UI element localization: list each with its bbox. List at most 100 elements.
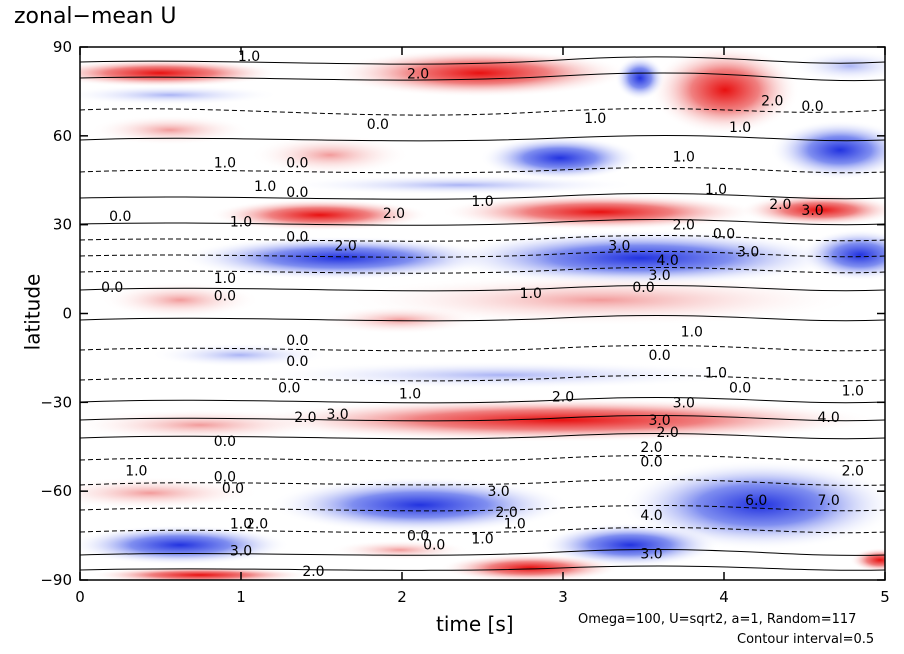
blob-red — [440, 194, 760, 230]
contour-label: 1.0 — [673, 150, 695, 166]
blob-blue — [250, 361, 750, 389]
contour-label: 1.0 — [729, 120, 751, 136]
contour-line — [80, 314, 885, 322]
y-tick-label: −30 — [40, 393, 72, 411]
y-tick-label: 0 — [62, 305, 72, 323]
contour-line — [80, 250, 885, 258]
contour-line — [80, 108, 885, 116]
contour-label: 0.0 — [286, 185, 308, 201]
blob-red — [440, 554, 620, 580]
contour-label: 0.0 — [109, 209, 131, 225]
contour-line — [80, 344, 885, 352]
contour-label: 0.0 — [101, 280, 123, 296]
contour-label: 2.0 — [761, 93, 783, 109]
blob-blue — [80, 85, 280, 105]
contour-line — [80, 218, 885, 226]
contour-label: 2.0 — [302, 564, 324, 580]
axes: 0 1 2 3 4 5 90 60 30 0 −30 −60 −90 — [40, 38, 889, 606]
y-tick-label: −90 — [40, 571, 72, 589]
x-tick-label: 3 — [558, 588, 568, 606]
blob-red — [100, 282, 260, 318]
contour-lines — [80, 56, 885, 571]
contour-label: 0.0 — [214, 434, 236, 450]
blob-blue — [615, 56, 665, 100]
contour-label: 3.0 — [230, 543, 252, 559]
y-tick-label: −60 — [40, 482, 72, 500]
y-tick-label: 30 — [53, 216, 72, 234]
contour-line — [80, 192, 885, 200]
contour-line — [80, 454, 885, 462]
contour-label: 0.0 — [423, 537, 445, 553]
contour-label: 1.0 — [230, 215, 252, 231]
contour-line — [80, 284, 885, 292]
contour-label: 2.0 — [842, 463, 864, 479]
x-tick-label: 0 — [75, 588, 85, 606]
contour-label: 0.0 — [286, 230, 308, 246]
blob-blue — [620, 460, 885, 550]
x-tick-label: 5 — [880, 588, 890, 606]
blob-red — [740, 194, 885, 226]
x-tick-label: 2 — [397, 588, 407, 606]
blob-red — [80, 409, 330, 441]
contour-label: 0.0 — [367, 117, 389, 133]
contour-label: 2.0 — [640, 440, 662, 456]
blob-blue — [80, 525, 290, 565]
contour-label: 0.0 — [632, 280, 654, 296]
contour-label: 0.0 — [278, 381, 300, 397]
blob-red — [80, 59, 280, 87]
contour-label: 3.0 — [648, 413, 670, 429]
blob-red — [90, 115, 250, 145]
contour-label: 1.0 — [842, 383, 864, 399]
contour-label: 3.0 — [801, 203, 823, 219]
contour-line — [80, 565, 885, 571]
contour-label: 2.0 — [407, 67, 429, 83]
contour-label: 2.0 — [246, 517, 268, 533]
contour-label: 3.0 — [487, 484, 509, 500]
blob-red — [330, 540, 470, 560]
contour-label: 1.0 — [214, 271, 236, 287]
contour-label: 7.0 — [818, 493, 840, 509]
x-tick-label: 4 — [719, 588, 729, 606]
blob-red — [320, 306, 480, 334]
contour-line — [80, 72, 885, 82]
contour-label: 0.0 — [648, 348, 670, 364]
contour-label: 4.0 — [657, 253, 679, 269]
contour-label: 0.0 — [286, 354, 308, 370]
contour-label: 3.0 — [648, 268, 670, 284]
blob-red — [240, 398, 880, 442]
contour-label: 3.0 — [608, 238, 630, 254]
y-tick-label: 60 — [53, 127, 72, 145]
contour-label: 1.0 — [584, 111, 606, 127]
blob-blue — [270, 477, 570, 533]
contour-label: 2.0 — [496, 505, 518, 521]
contour-label: 2.0 — [383, 206, 405, 222]
contour-label: 3.0 — [673, 395, 695, 411]
contour-label: 4.0 — [818, 410, 840, 426]
contour-line — [80, 414, 885, 422]
contour-labels: 1.02.01.00.00.02.01.01.0 0.01.0 0.01.01.01… — [101, 49, 864, 580]
contour-interval-note: Contour interval=0.5 — [737, 632, 875, 647]
contour-line — [80, 134, 885, 142]
contour-label: 0.0 — [713, 227, 735, 243]
contour-label: 0.0 — [640, 455, 662, 471]
x-tick-label: 1 — [236, 588, 246, 606]
heatmap-field: 1.02.01.00.00.02.01.01.0 0.01.0 0.01.01.01… — [80, 47, 885, 580]
contour-line — [80, 374, 885, 382]
contour-label: 4.0 — [640, 508, 662, 524]
contour-line — [80, 266, 885, 274]
contour-line — [80, 504, 885, 512]
contour-label: 2.0 — [335, 238, 357, 254]
blob-red — [210, 199, 430, 231]
x-axis-label: time [s] — [436, 612, 514, 636]
y-tick-label: 90 — [53, 38, 72, 56]
contour-label: 0.0 — [286, 333, 308, 349]
contour-label: 0.0 — [222, 481, 244, 497]
blob-blue — [790, 50, 885, 82]
contour-line — [80, 479, 885, 486]
blob-blue — [180, 236, 500, 280]
blob-blue — [770, 120, 885, 180]
contour-line — [80, 166, 885, 174]
blob-red — [850, 548, 885, 572]
